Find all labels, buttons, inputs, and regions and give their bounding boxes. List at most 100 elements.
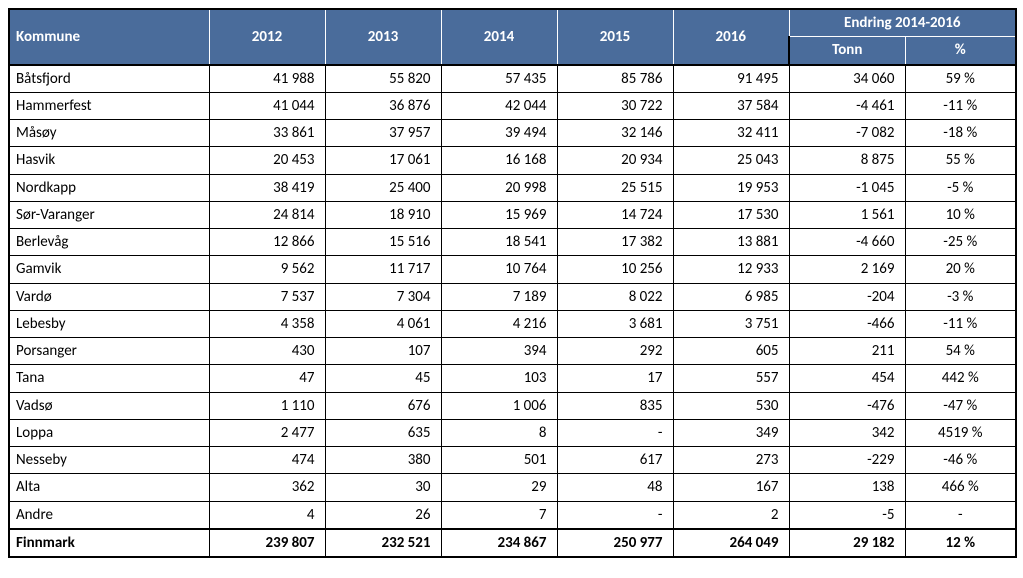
cell-tonn: 8 875 <box>789 147 905 174</box>
cell-tonn: 34 060 <box>789 65 905 93</box>
cell-pct: - <box>905 501 1016 529</box>
cell-tonn: 211 <box>789 338 905 365</box>
table-row: Hammerfest41 04436 87642 04430 72237 584… <box>9 92 1016 119</box>
table-body: Båtsfjord41 98855 82057 43585 78691 4953… <box>9 65 1016 558</box>
cell-value: 474 <box>209 447 325 474</box>
cell-pct: 4519 % <box>905 419 1016 446</box>
table-row: Gamvik9 56211 71710 76410 25612 9332 169… <box>9 256 1016 283</box>
cell-value: 57 435 <box>441 65 557 93</box>
cell-value: 4 216 <box>441 310 557 337</box>
cell-pct: 20 % <box>905 256 1016 283</box>
row-label: Loppa <box>9 419 209 446</box>
table-row: Andre4267-2-5- <box>9 501 1016 529</box>
cell-value: 38 419 <box>209 174 325 201</box>
cell-value: 239 807 <box>209 529 325 557</box>
col-header-tonn: Tonn <box>789 37 905 65</box>
cell-value: 37 584 <box>673 92 789 119</box>
row-label: Gamvik <box>9 256 209 283</box>
cell-value: 25 515 <box>557 174 673 201</box>
col-header-2015: 2015 <box>557 9 673 65</box>
cell-value: 25 400 <box>325 174 441 201</box>
table-row: Måsøy33 86137 95739 49432 14632 411-7 08… <box>9 120 1016 147</box>
cell-value: 55 820 <box>325 65 441 93</box>
cell-value: 17 382 <box>557 229 673 256</box>
row-label: Nesseby <box>9 447 209 474</box>
row-label: Hammerfest <box>9 92 209 119</box>
table-row: Tana474510317557454442 % <box>9 365 1016 392</box>
cell-value: 7 537 <box>209 283 325 310</box>
cell-value: 273 <box>673 447 789 474</box>
cell-tonn: -466 <box>789 310 905 337</box>
row-label: Vardø <box>9 283 209 310</box>
cell-pct: -11 % <box>905 310 1016 337</box>
table-header: Kommune 2012 2013 2014 2015 2016 Endring… <box>9 9 1016 65</box>
cell-value: 380 <box>325 447 441 474</box>
cell-value: 362 <box>209 474 325 501</box>
table-row: Alta362302948167138466 % <box>9 474 1016 501</box>
row-label: Sør-Varanger <box>9 201 209 228</box>
cell-value: 30 <box>325 474 441 501</box>
cell-value: 30 722 <box>557 92 673 119</box>
cell-value: 394 <box>441 338 557 365</box>
cell-tonn: 342 <box>789 419 905 446</box>
table-row: Nesseby474380501617273-229-46 % <box>9 447 1016 474</box>
cell-value: 37 957 <box>325 120 441 147</box>
cell-value: 617 <box>557 447 673 474</box>
cell-value: 250 977 <box>557 529 673 557</box>
cell-value: - <box>557 501 673 529</box>
cell-pct: 12 % <box>905 529 1016 557</box>
cell-value: 11 717 <box>325 256 441 283</box>
cell-pct: -46 % <box>905 447 1016 474</box>
cell-value: 107 <box>325 338 441 365</box>
cell-value: 12 866 <box>209 229 325 256</box>
table-row: Båtsfjord41 98855 82057 43585 78691 4953… <box>9 65 1016 93</box>
cell-pct: 466 % <box>905 474 1016 501</box>
cell-tonn: -229 <box>789 447 905 474</box>
table-row: Vardø7 5377 3047 1898 0226 985-204-3 % <box>9 283 1016 310</box>
cell-pct: -25 % <box>905 229 1016 256</box>
cell-value: - <box>557 419 673 446</box>
cell-value: 17 <box>557 365 673 392</box>
cell-value: 41 044 <box>209 92 325 119</box>
cell-value: 4 358 <box>209 310 325 337</box>
cell-value: 25 043 <box>673 147 789 174</box>
cell-value: 18 910 <box>325 201 441 228</box>
cell-tonn: 454 <box>789 365 905 392</box>
cell-value: 264 049 <box>673 529 789 557</box>
cell-value: 8 <box>441 419 557 446</box>
cell-value: 20 453 <box>209 147 325 174</box>
cell-tonn: 29 182 <box>789 529 905 557</box>
cell-value: 8 022 <box>557 283 673 310</box>
cell-value: 530 <box>673 392 789 419</box>
col-header-pct: % <box>905 37 1016 65</box>
cell-value: 26 <box>325 501 441 529</box>
kommune-table: Kommune 2012 2013 2014 2015 2016 Endring… <box>8 8 1017 558</box>
col-header-2014: 2014 <box>441 9 557 65</box>
cell-value: 6 985 <box>673 283 789 310</box>
row-label: Andre <box>9 501 209 529</box>
cell-tonn: -4 660 <box>789 229 905 256</box>
cell-value: 501 <box>441 447 557 474</box>
cell-tonn: -4 461 <box>789 92 905 119</box>
cell-pct: 442 % <box>905 365 1016 392</box>
cell-value: 39 494 <box>441 120 557 147</box>
cell-value: 36 876 <box>325 92 441 119</box>
table-row: Vadsø1 1106761 006835530-476-47 % <box>9 392 1016 419</box>
row-label: Nordkapp <box>9 174 209 201</box>
cell-value: 349 <box>673 419 789 446</box>
cell-pct: 10 % <box>905 201 1016 228</box>
table-row: Sør-Varanger24 81418 91015 96914 72417 5… <box>9 201 1016 228</box>
row-label: Tana <box>9 365 209 392</box>
cell-value: 15 969 <box>441 201 557 228</box>
cell-value: 42 044 <box>441 92 557 119</box>
cell-value: 4 <box>209 501 325 529</box>
row-label: Porsanger <box>9 338 209 365</box>
cell-value: 7 189 <box>441 283 557 310</box>
cell-tonn: -5 <box>789 501 905 529</box>
cell-value: 41 988 <box>209 65 325 93</box>
cell-value: 16 168 <box>441 147 557 174</box>
table-row: Nordkapp38 41925 40020 99825 51519 953-1… <box>9 174 1016 201</box>
cell-value: 167 <box>673 474 789 501</box>
cell-value: 635 <box>325 419 441 446</box>
cell-pct: -18 % <box>905 120 1016 147</box>
